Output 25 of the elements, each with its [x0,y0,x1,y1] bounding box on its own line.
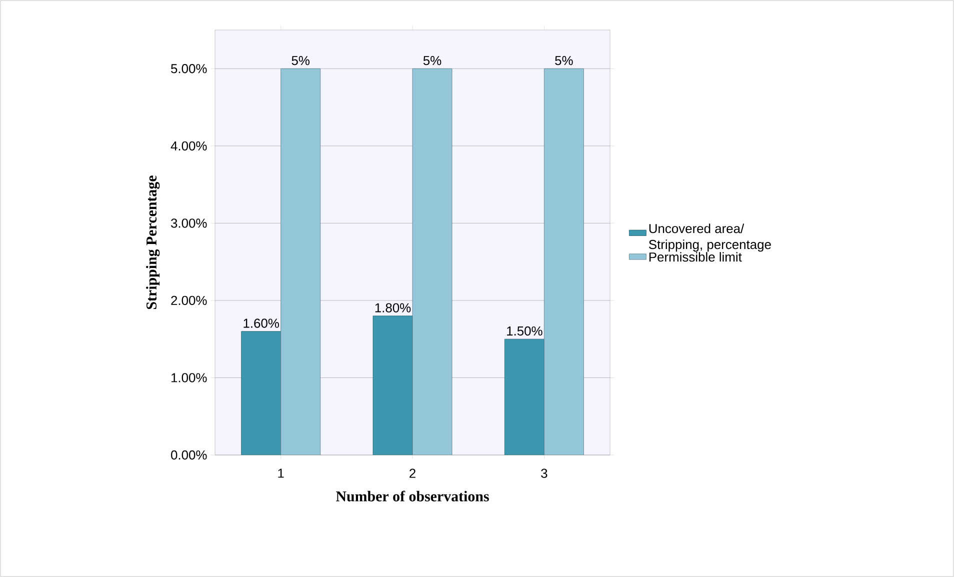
x-tick-label: 1 [278,468,284,478]
y-tick-label: 0.00% [171,450,207,460]
data-label: 1.80% [375,303,411,312]
y-tick-label: 3.00% [171,218,207,228]
bar [372,316,413,455]
y-tick-label: 5.00% [171,64,207,74]
x-axis-title: Number of observations [336,490,489,502]
data-label: 5% [292,56,310,66]
x-tick-label: 3 [541,468,548,478]
bar [544,68,584,455]
y-tick-label: 4.00% [170,141,207,150]
bar [280,68,321,455]
bar [241,331,282,455]
legend-label: Permissible limit [649,252,742,262]
y-tick-label: 2.00% [171,296,207,306]
y-tick-label: 1.00% [171,373,207,382]
bar [412,68,452,455]
data-label: 1.60% [244,318,279,328]
data-label: 5% [555,56,573,66]
x-tick-label: 2 [410,468,416,478]
legend-label: Uncovered area/ Stripping, percentage [648,224,771,252]
y-axis-title: Stripping Percentage [146,176,160,310]
data-label: 5% [423,56,442,66]
data-label: 1.50% [507,326,542,336]
bar [504,338,544,455]
